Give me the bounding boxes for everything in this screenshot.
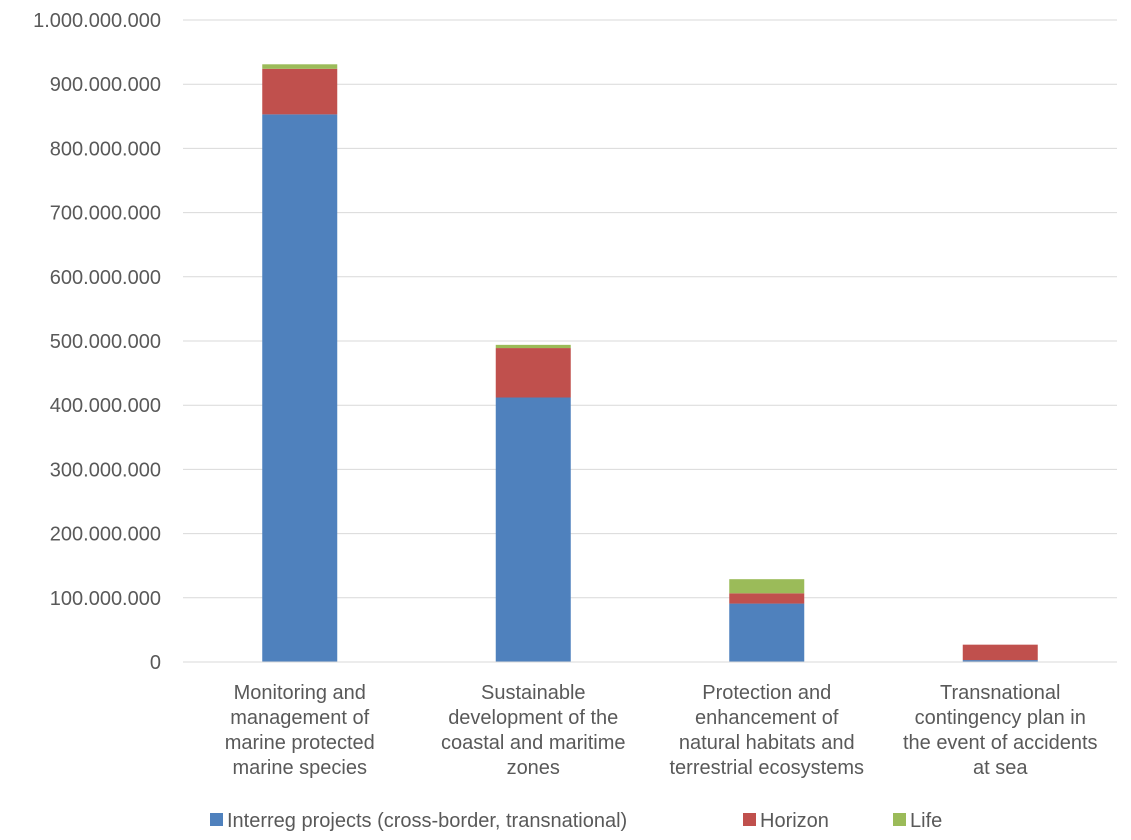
legend-swatch [210,813,223,826]
bar-segment [729,579,805,594]
y-tick-label: 200.000.000 [50,524,161,546]
bar-segment [495,397,571,662]
x-category-label: marine protected [225,732,375,754]
legend-swatch [743,813,756,826]
y-tick-label: 400.000.000 [50,395,161,417]
gridlines [183,19,1117,663]
y-tick-label: 600.000.000 [50,267,161,289]
bar-segment [729,593,805,604]
x-category-label: enhancement of [695,707,839,729]
y-tick-label: 700.000.000 [50,203,161,225]
legend-label: Life [910,810,942,832]
y-tick-label: 900.000.000 [50,74,161,96]
bar-segment [495,348,571,398]
x-category-label: marine species [232,757,367,779]
legend-label: Interreg projects (cross-border, transna… [227,810,627,832]
x-category-label: Protection and [702,682,831,704]
x-category-label: Monitoring and [234,682,366,704]
y-tick-label: 800.000.000 [50,138,161,160]
legend: Interreg projects (cross-border, transna… [210,810,942,832]
y-tick-label: 1.000.000.000 [33,10,161,32]
legend-label: Horizon [760,810,829,832]
bar-segment [262,68,338,115]
y-tick-label: 300.000.000 [50,459,161,481]
x-category-label: at sea [973,757,1028,779]
x-category-label: the event of accidents [903,732,1098,754]
x-category-label: management of [230,707,369,729]
x-category-label: Transnational [940,682,1060,704]
bar-segment [262,114,338,662]
x-category-label: development of the [448,707,618,729]
legend-swatch [893,813,906,826]
y-axis: 0 100.000.000 200.000.000 300.000.000 400.00… [33,10,161,674]
y-tick-label: 100.000.000 [50,588,161,610]
x-category-label: coastal and maritime [441,732,626,754]
bar-segment [262,64,338,69]
bar-segment [962,660,1038,662]
x-axis: Monitoring and management of marine protec… [183,661,1117,779]
y-tick-label: 500.000.000 [50,331,161,353]
x-category-label: contingency plan in [915,707,1086,729]
x-category-label: Sustainable [481,682,586,704]
x-category-label: zones [507,757,560,779]
bar-segment [962,644,1038,661]
x-category-label: terrestrial ecosystems [670,757,865,779]
y-tick-label: 0 [150,652,161,674]
bars [262,64,1038,662]
bar-segment [495,344,571,349]
x-category-label: natural habitats and [679,732,855,754]
bar-segment [729,603,805,662]
